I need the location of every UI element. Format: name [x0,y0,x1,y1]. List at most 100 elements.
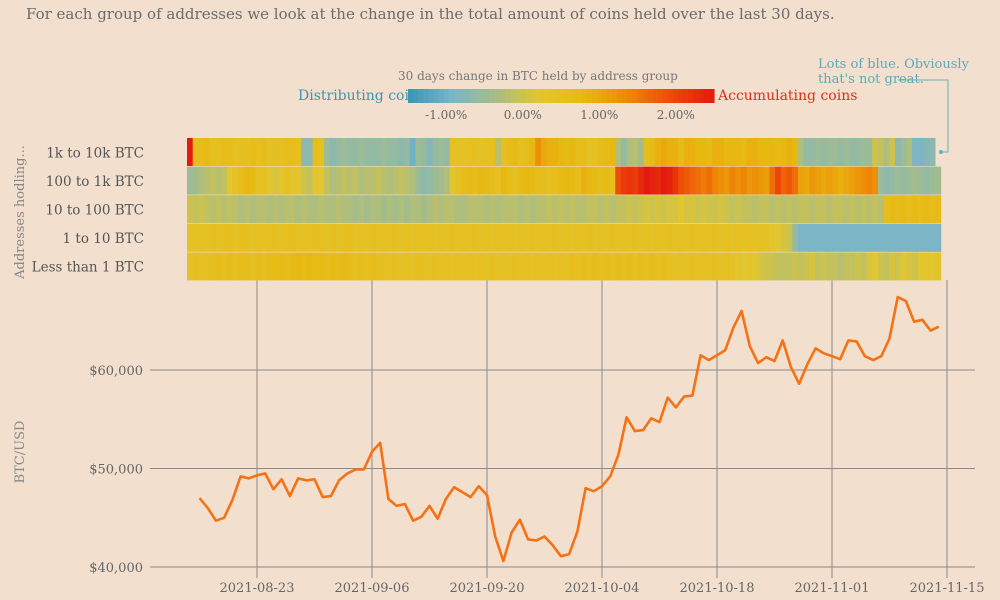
heatmap-cell [204,252,211,281]
heatmap-cell [729,195,736,224]
heatmap-cell [900,195,907,224]
heatmap-cell [803,138,810,166]
heatmap-cell [209,138,217,166]
heatmap-cell [335,252,342,281]
heatmap-cell [780,138,788,166]
heatmap-cell [569,223,576,252]
heatmap-cell [255,252,262,281]
heatmap-cell [689,166,696,195]
heatmap-cell [358,166,365,195]
line-chart-axes: 2021-08-23 2021-09-06 2021-09-20 2021-10-04… [89,364,984,596]
heatmap-cell [455,195,462,224]
x-tick-label: 2021-11-01 [795,581,870,596]
heatmap-cell [461,195,468,224]
x-tick-label: 2021-11-15 [910,581,985,596]
heatmap-cell [797,195,805,224]
heatmap-cell [198,166,205,195]
heatmap-cell [489,252,496,281]
heatmap-cell [375,252,382,281]
heatmap-cell [706,166,713,195]
heatmap-cell [849,166,856,195]
heatmap-cell [803,223,810,252]
heatmap-cell [740,195,748,224]
heatmap-cell [586,252,593,281]
heatmap-cell [295,166,302,195]
heatmap-cell [923,195,930,224]
heatmap-cell [312,223,319,252]
heatmap-cell [769,166,776,195]
heatmap-cell [769,138,776,166]
heatmap-cell [415,195,422,224]
heatmap-cell [278,195,285,224]
heatmap-cell [506,195,513,224]
heatmap-cell [883,138,890,166]
heatmap-cell [255,138,262,166]
heatmap-cell [369,195,376,224]
heatmap-cell [872,166,879,195]
heatmap-cell [586,166,593,195]
price-line [198,295,940,563]
heatmap-cell [689,195,696,224]
heatmap-cell [775,252,782,281]
heatmap-cell [329,223,336,252]
heatmap-cell [187,252,194,281]
heatmap-cell [929,195,936,224]
heatmap-cell [272,138,279,166]
heatmap-cell [558,223,565,252]
heatmap-cell [889,166,896,195]
heatmap-cell [221,252,228,281]
heatmap-cell [855,138,862,166]
heatmap-cell [501,166,508,195]
heatmap-cell [443,252,451,281]
heatmap-cell [695,138,702,166]
heatmap-cell [421,138,428,166]
heatmap-cell [923,166,930,195]
heatmap-cell [426,138,434,166]
heatmap-cell [552,166,559,195]
heatmap-cell [238,166,245,195]
heatmap-cell [501,195,508,224]
heatmap-cell [489,223,496,252]
heatmap-cell [666,223,673,252]
legend-swatch [627,89,633,103]
chart-subtitle: For each group of addresses we look at t… [26,5,835,23]
heatmap-cell [198,223,205,252]
heatmap-cell [872,195,879,224]
heatmap-cell [832,252,839,281]
heatmap-cell [341,138,348,166]
heatmap-cell [603,138,611,166]
heatmap-cell [415,223,422,252]
heatmap-cell [489,195,496,224]
heatmap-cell [866,195,873,224]
heatmap-cell [763,166,770,195]
heatmap-cell [889,138,896,166]
heatmap-cell [615,195,622,224]
heatmap-cell [563,166,571,195]
heatmap-cell [826,195,833,224]
heatmap-cell [489,166,496,195]
heatmap-cell [403,138,411,166]
heatmap-cell [261,252,268,281]
heatmap-cell [318,166,325,195]
heatmap-cell [763,223,770,252]
heatmap-cell [775,166,782,195]
heatmap-cell [803,252,810,281]
heatmap-cell [324,223,331,252]
heatmap-cell [455,138,462,166]
legend-swatch [632,89,639,103]
heatmap-cell [289,195,296,224]
heatmap-cell [501,223,508,252]
heatmap-cell [466,252,473,281]
heatmap-cell [187,195,194,224]
heatmap-cell [541,166,548,195]
heatmap-cell [352,223,359,252]
heatmap-cell [266,223,274,252]
heatmap [187,138,942,281]
heatmap-cell [837,166,845,195]
legend-swatch [540,89,547,103]
heatmap-cell [209,223,217,252]
heatmap-cell [512,166,519,195]
heatmap-cell [860,252,867,281]
heatmap-cell [375,195,382,224]
